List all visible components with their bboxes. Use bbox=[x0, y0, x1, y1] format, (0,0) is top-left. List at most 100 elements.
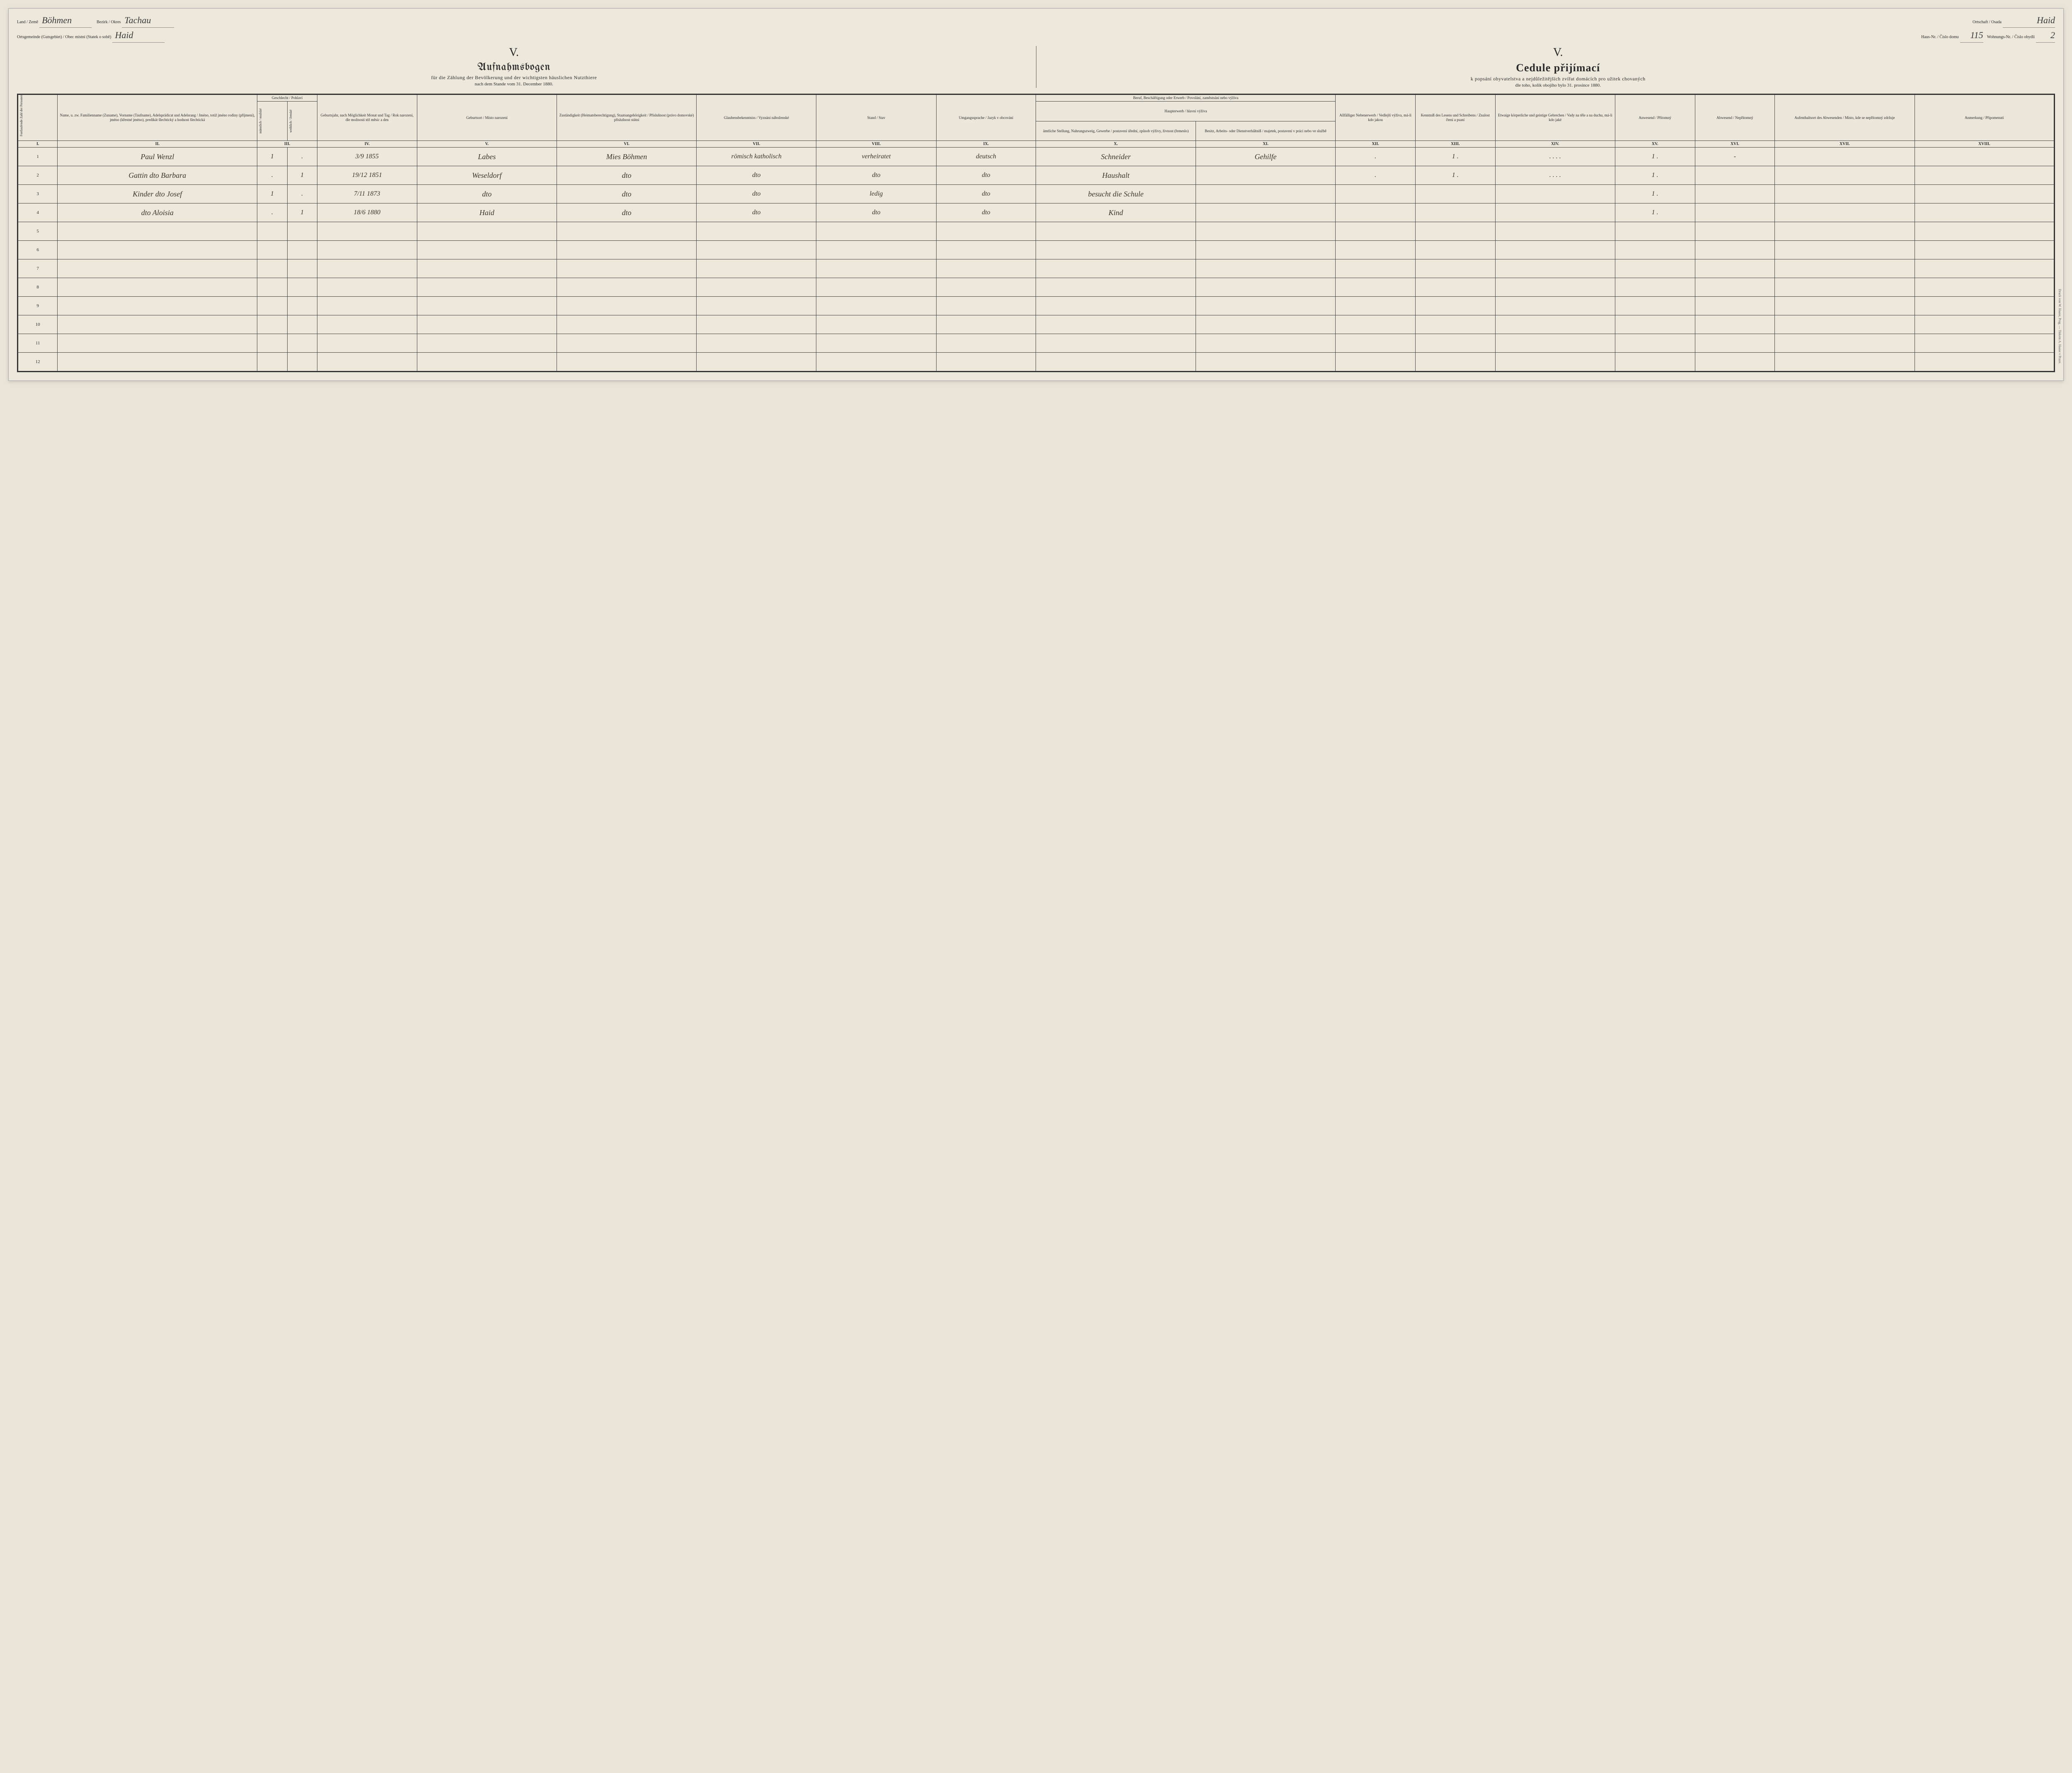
cell bbox=[317, 241, 417, 259]
cell bbox=[1196, 353, 1335, 372]
cell bbox=[1036, 241, 1196, 259]
cell: 7 bbox=[18, 259, 58, 278]
cell bbox=[1495, 185, 1615, 203]
cell: dto bbox=[936, 185, 1036, 203]
cell: 1 . bbox=[1415, 148, 1495, 166]
cell bbox=[417, 241, 557, 259]
cell bbox=[1415, 353, 1495, 372]
cell bbox=[287, 278, 317, 297]
cell: 10 bbox=[18, 315, 58, 334]
cell: deutsch bbox=[936, 148, 1036, 166]
col-xv-head: Anwesend / Přítomný bbox=[1615, 94, 1695, 141]
table-row: 2Gattin dto Barbara.119/12 1851Weseldorf… bbox=[18, 166, 2055, 185]
header-top: Land / Země Böhmen Bezirk / Okres Tachau… bbox=[17, 13, 2055, 43]
header-right-fields: Ortschaft / Osada Haid Haus-Nr. / Číslo … bbox=[1921, 13, 2055, 43]
cell bbox=[1336, 185, 1416, 203]
col-iii-head: Geschlecht / Pohlaví bbox=[257, 94, 317, 102]
cell bbox=[1495, 222, 1615, 241]
cell bbox=[1775, 259, 1915, 278]
roman-v: V. bbox=[417, 141, 557, 148]
table-body: 1Paul Wenzl1.3/9 1855LabesMies Böhmenröm… bbox=[18, 148, 2055, 372]
cell: . . . . bbox=[1495, 166, 1615, 185]
cell bbox=[816, 353, 936, 372]
header-left-fields: Land / Země Böhmen Bezirk / Okres Tachau… bbox=[17, 13, 174, 43]
cell bbox=[1415, 241, 1495, 259]
roman-viii: VIII. bbox=[816, 141, 936, 148]
cell bbox=[1915, 241, 2054, 259]
cell: besucht die Schule bbox=[1036, 185, 1196, 203]
table-row: 8 bbox=[18, 278, 2055, 297]
cell: 1 bbox=[257, 185, 287, 203]
col-iii-m: männlich / mužské bbox=[259, 102, 263, 140]
cell bbox=[1775, 353, 1915, 372]
cell bbox=[1495, 315, 1615, 334]
cell bbox=[1915, 259, 2054, 278]
cell bbox=[317, 222, 417, 241]
roman-xiv: XIV. bbox=[1495, 141, 1615, 148]
col-ix-head: Umgangssprache / Jazyk v obcování bbox=[936, 94, 1036, 141]
cell bbox=[1196, 185, 1335, 203]
cell bbox=[1036, 222, 1196, 241]
table-row: 9 bbox=[18, 297, 2055, 315]
cell: 3/9 1855 bbox=[317, 148, 417, 166]
cell: dto bbox=[936, 203, 1036, 222]
cell bbox=[417, 334, 557, 353]
cell bbox=[287, 222, 317, 241]
cell bbox=[1775, 166, 1915, 185]
cell: dto bbox=[816, 203, 936, 222]
cell: dto bbox=[697, 203, 816, 222]
cell bbox=[1495, 203, 1615, 222]
cell bbox=[697, 334, 816, 353]
cell: . bbox=[287, 148, 317, 166]
cell bbox=[1775, 203, 1915, 222]
cell bbox=[557, 334, 696, 353]
cell: 1 bbox=[257, 148, 287, 166]
cell bbox=[1695, 166, 1775, 185]
cell bbox=[1615, 222, 1695, 241]
roman-xi: XI. bbox=[1196, 141, 1335, 148]
cell: 1 . bbox=[1615, 148, 1695, 166]
cell bbox=[287, 353, 317, 372]
cell bbox=[58, 222, 257, 241]
roman-xii: XII. bbox=[1336, 141, 1416, 148]
title-main-left: Aufnahmsbogen bbox=[17, 62, 1011, 73]
cell: dto bbox=[557, 166, 696, 185]
title-czech: V. Cedule přijímací k popsání obyvatelst… bbox=[1061, 46, 2055, 88]
cell bbox=[1196, 297, 1335, 315]
ortsgemeinde-value: Haid bbox=[112, 28, 165, 43]
cell bbox=[317, 259, 417, 278]
roman-xvi: XVI. bbox=[1695, 141, 1775, 148]
cell bbox=[816, 222, 936, 241]
cell bbox=[1495, 278, 1615, 297]
table-row: 11 bbox=[18, 334, 2055, 353]
cell bbox=[287, 259, 317, 278]
cell: 1 . bbox=[1415, 166, 1495, 185]
cell bbox=[1415, 203, 1495, 222]
cell bbox=[1036, 259, 1196, 278]
cell bbox=[1036, 297, 1196, 315]
cell bbox=[257, 259, 287, 278]
cell bbox=[417, 297, 557, 315]
cell bbox=[1336, 334, 1416, 353]
cell bbox=[1196, 278, 1335, 297]
cell bbox=[697, 241, 816, 259]
roman-xviii: XVIII. bbox=[1915, 141, 2054, 148]
cell bbox=[287, 334, 317, 353]
cell bbox=[1495, 241, 1615, 259]
cell: 7/11 1873 bbox=[317, 185, 417, 203]
cell: . bbox=[257, 203, 287, 222]
cell bbox=[816, 297, 936, 315]
cell bbox=[1196, 222, 1335, 241]
roman-left: V. bbox=[17, 46, 1011, 59]
table-head: Fortlaufende Zahl der Personen / Pořadí … bbox=[18, 94, 2055, 148]
cell bbox=[1695, 222, 1775, 241]
cell bbox=[697, 278, 816, 297]
cell bbox=[1415, 278, 1495, 297]
cell bbox=[1196, 315, 1335, 334]
cell bbox=[1915, 222, 2054, 241]
cell bbox=[936, 315, 1036, 334]
cell bbox=[1695, 353, 1775, 372]
cell bbox=[1415, 297, 1495, 315]
cell bbox=[1036, 353, 1196, 372]
col-xiii-head: Kenntniß des Lesens und Schreibens / Zna… bbox=[1415, 94, 1495, 141]
